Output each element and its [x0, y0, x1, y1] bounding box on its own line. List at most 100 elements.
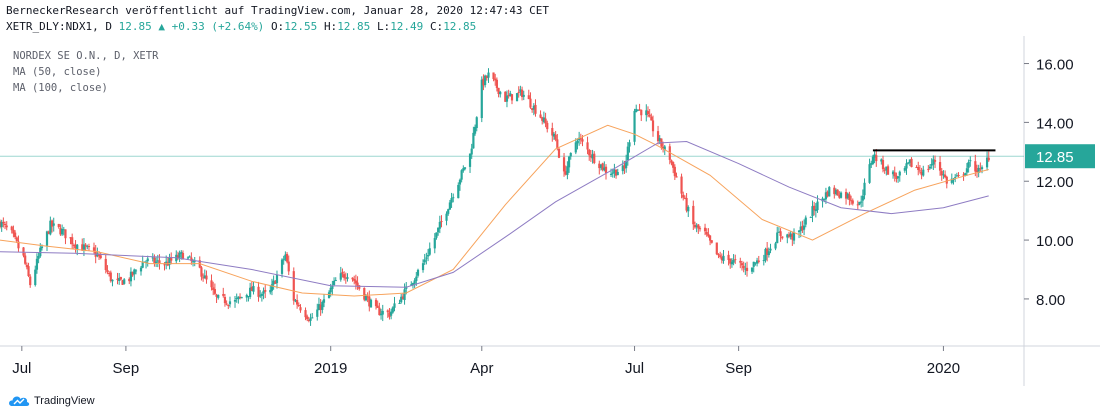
legend-symbol[interactable]: NORDEX SE O.N., D, XETR	[13, 50, 159, 62]
candle-body	[416, 269, 420, 276]
candle-body	[954, 177, 957, 179]
candle-body	[861, 195, 864, 201]
candle-body	[544, 118, 547, 124]
candle-body	[635, 108, 638, 112]
candle-body	[487, 72, 490, 78]
candle-body	[450, 198, 453, 203]
candle-body	[504, 91, 507, 102]
candle-body	[895, 175, 898, 179]
candle-body	[339, 273, 342, 280]
candle-body	[663, 146, 666, 150]
candle-body	[400, 296, 403, 303]
candle-body	[551, 128, 554, 136]
candle-body	[376, 305, 379, 308]
candle-body	[423, 259, 426, 263]
candle-body	[353, 278, 356, 281]
x-tick-label: Sep	[725, 360, 752, 377]
candle-body	[269, 290, 272, 293]
candle-body	[942, 174, 945, 176]
candle-body	[50, 220, 54, 227]
candle-body	[598, 163, 601, 169]
candle-body	[881, 159, 885, 170]
candle-body	[609, 173, 613, 175]
candle-body	[849, 200, 853, 202]
candle-body	[480, 79, 483, 119]
candle-body	[828, 187, 831, 197]
candle-body	[170, 258, 173, 261]
candle-body	[10, 226, 13, 231]
candle-body	[81, 244, 84, 251]
candle-body	[494, 78, 497, 81]
candle-body	[885, 166, 888, 171]
candle-body	[891, 171, 895, 175]
candle-body	[29, 276, 32, 286]
candle-body	[61, 228, 64, 235]
candle-body	[386, 310, 389, 313]
candle-body	[717, 254, 720, 256]
candle-body	[118, 277, 121, 281]
candle-body	[729, 258, 732, 264]
candle-body	[734, 259, 737, 261]
candle-body	[574, 142, 577, 153]
candle-body	[463, 167, 467, 169]
candle-body	[777, 231, 781, 233]
candle-body	[507, 95, 510, 97]
candle-body	[139, 267, 143, 272]
candle-body	[413, 280, 416, 284]
legend-ma50[interactable]: MA (50, close)	[13, 66, 102, 78]
candle-body	[554, 134, 557, 140]
candle-body	[576, 141, 579, 144]
candle-body	[329, 287, 332, 293]
candle-body	[539, 114, 542, 118]
candle-body	[341, 272, 344, 274]
candle-body	[821, 198, 824, 202]
candle-body	[871, 156, 875, 164]
candle-body	[883, 169, 886, 171]
close-value: 12.85	[443, 20, 477, 33]
candle-body	[62, 229, 65, 231]
candle-body	[695, 225, 698, 228]
candle-body	[346, 277, 349, 279]
candle-body	[457, 184, 460, 199]
candle-body	[928, 166, 932, 169]
candle-body	[351, 277, 354, 280]
candle-body	[589, 155, 592, 158]
candle-body	[851, 200, 854, 204]
candle-body	[133, 269, 136, 275]
candle-body	[121, 280, 124, 285]
candle-body	[111, 279, 114, 282]
candle-body	[472, 132, 475, 149]
tradingview-logo[interactable]: TradingView	[8, 395, 95, 407]
candle-body	[97, 254, 101, 257]
candle-body	[969, 160, 972, 162]
candle-body	[200, 267, 203, 277]
ma50-line	[0, 124, 989, 297]
candle-body	[334, 280, 337, 282]
candle-body	[836, 189, 839, 196]
ohlc-row: XETR_DLY:NDX1, D 12.85 ▲ +0.33 (+2.64%) …	[6, 20, 476, 33]
close-label: C:	[429, 20, 444, 33]
candle-body	[672, 162, 675, 168]
candle-body	[223, 296, 227, 304]
candle-body	[532, 105, 535, 110]
candle-body	[670, 160, 673, 163]
candle-body	[202, 277, 205, 279]
candle-body	[390, 311, 393, 316]
candle-body	[307, 319, 310, 322]
candle-body	[156, 260, 159, 262]
candle-body	[403, 289, 406, 301]
candle-body	[155, 261, 158, 263]
candle-body	[739, 260, 742, 263]
candle-body	[499, 91, 502, 95]
price-chart[interactable]: 8.00 10.00 12.00 14.00 16.00 Jul Sep 2019 Apr Jul…	[0, 36, 1100, 388]
candle-body	[15, 237, 18, 242]
last-price-badge	[1025, 144, 1095, 169]
last-price-value: 12.85	[118, 20, 152, 33]
candle-body	[932, 159, 935, 165]
candle-body	[34, 269, 37, 286]
candle-body	[856, 204, 859, 206]
candle-body	[128, 278, 131, 282]
candle-body	[257, 286, 260, 297]
legend-ma100[interactable]: MA (100, close)	[13, 82, 108, 94]
candle-body	[636, 109, 640, 111]
